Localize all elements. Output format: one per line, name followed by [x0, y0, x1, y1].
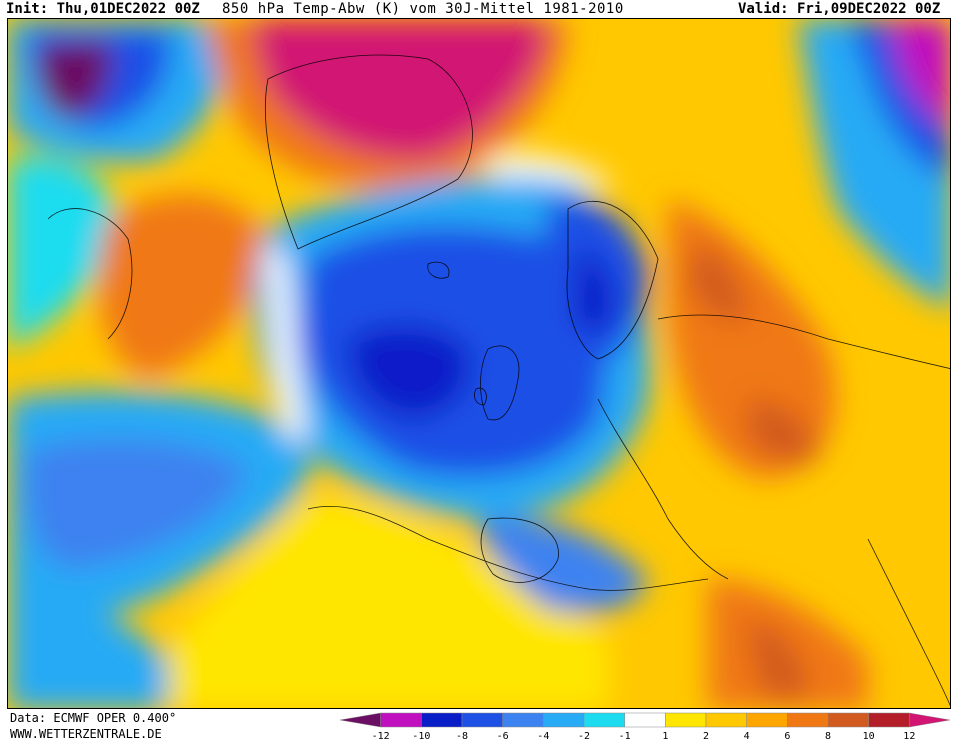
anomaly-map-graphic: [8, 19, 950, 708]
init-time-label: Init: Thu,01DEC2022 00Z: [6, 1, 200, 17]
legend-swatch: [624, 712, 666, 728]
legend-swatch: [339, 712, 381, 728]
legend-tick-label: -8: [456, 731, 468, 741]
legend-tick-label: 1: [662, 731, 668, 741]
legend-tick-label: -10: [412, 731, 430, 741]
anomaly-field: [8, 19, 950, 708]
legend-tick-label: -1: [619, 731, 631, 741]
website-label: WWW.WETTERZENTRALE.DE: [10, 727, 162, 741]
legend-swatch: [461, 712, 503, 728]
legend-swatch: [705, 712, 747, 728]
legend-tick-label: 12: [903, 731, 915, 741]
legend-tick-label: 4: [744, 731, 750, 741]
legend-tick-label: 6: [784, 731, 790, 741]
map-title: 850 hPa Temp-Abw (K) vom 30J-Mittel 1981…: [222, 1, 624, 17]
legend-swatch: [787, 712, 829, 728]
legend-swatch: [868, 712, 910, 728]
valid-time-label: Valid: Fri,09DEC2022 00Z: [738, 1, 941, 17]
legend-tick-label: 2: [703, 731, 709, 741]
data-source-label: Data: ECMWF OPER 0.400°: [10, 711, 177, 725]
legend-swatch: [380, 712, 422, 728]
legend-swatch: [421, 712, 463, 728]
legend-swatch: [502, 712, 544, 728]
legend-tick-label: 10: [863, 731, 875, 741]
map-footer: Data: ECMWF OPER 0.400° WWW.WETTERZENTRA…: [0, 709, 959, 741]
legend-swatch: [583, 712, 625, 728]
legend-swatch: [543, 712, 585, 728]
legend-swatch: [746, 712, 788, 728]
color-scale-legend: -12 -10 -8 -6 -4 -2 -1 1 2 4 6 8 10 12: [339, 712, 951, 741]
map-header: Init: Thu,01DEC2022 00Z 850 hPa Temp-Abw…: [0, 0, 959, 18]
coastline-outlines: [47, 54, 950, 706]
anomaly-map[interactable]: [7, 18, 951, 709]
legend-swatch: [909, 712, 951, 728]
legend-tick-label: -2: [578, 731, 590, 741]
legend-swatch: [665, 712, 707, 728]
legend-tick-label: 8: [825, 731, 831, 741]
legend-swatch: [827, 712, 869, 728]
legend-tick-label: -12: [372, 731, 390, 741]
legend-tick-label: -6: [497, 731, 509, 741]
legend-tick-label: -4: [537, 731, 549, 741]
